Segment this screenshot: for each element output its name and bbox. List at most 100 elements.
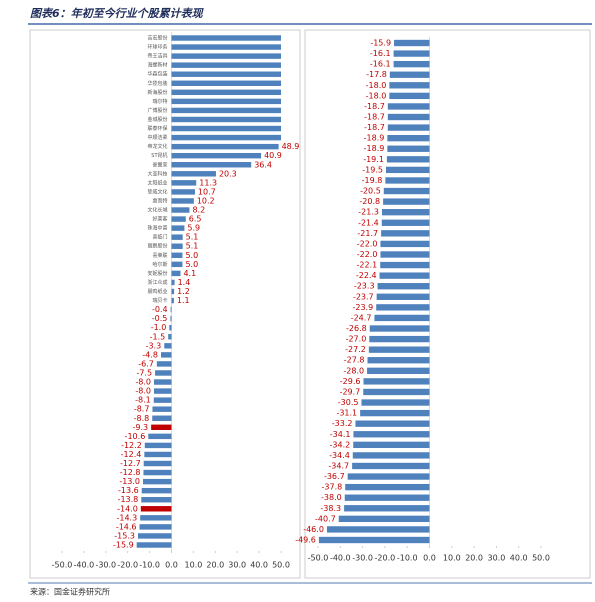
value-label: -16.1 [370,49,391,58]
bar [139,524,172,530]
category-label: 华揽包装 [147,80,167,87]
bar [171,134,281,141]
category-label: 珠海中富 [147,225,167,232]
category-label: 喜临门 [152,234,167,241]
bar [171,297,174,304]
bar [168,334,172,340]
category-label: 丽鹏股份 [147,243,167,250]
value-label: -34.1 [330,430,351,439]
bar [380,261,430,269]
bar [144,451,172,458]
value-label: -16.1 [370,60,391,69]
value-label: 4.1 [183,269,196,278]
bar [152,415,172,421]
value-label: -12.4 [121,450,142,459]
bar [347,473,430,480]
value-label: -30.5 [338,398,359,407]
value-label: -38.3 [320,504,341,513]
category-label: 广博股份 [147,107,167,114]
value-label: -49.6 [295,536,316,545]
x-tick-label: 50.0 [272,561,290,570]
bar [387,103,430,110]
bar [140,515,172,521]
bar [171,143,279,150]
value-label: -14.6 [116,522,137,531]
value-label: -18.7 [364,113,385,122]
value-label: -19.1 [363,155,384,164]
bar [156,361,172,367]
bar [164,343,172,349]
bar [151,424,172,431]
bar [385,177,430,184]
x-tick-label: 50.0 [532,554,550,563]
x-tick-label: -50.0 [52,561,73,570]
category-label: 金城股份 [147,116,167,123]
bar [160,352,172,358]
x-tick-label: -10.0 [139,561,160,570]
bar [143,469,172,476]
x-tick-label: 30.0 [228,561,246,570]
x-tick-label: -50.0 [308,554,329,563]
bar [153,379,172,385]
category-label: 环球印务 [147,44,167,51]
bar [394,39,430,47]
value-label: 1.2 [177,287,190,296]
category-label: 帝王洁具 [147,53,167,60]
value-label: -13.8 [118,495,139,504]
bar [361,399,430,406]
bar [144,442,172,449]
value-label: -8.1 [135,396,151,405]
value-label: -0.4 [152,305,168,314]
value-label: 10.2 [197,196,215,205]
value-label: -14.3 [116,513,137,522]
bar [380,240,430,248]
value-label: -6.7 [138,359,154,368]
x-tick-label: 10.0 [443,554,461,563]
value-label: -27.8 [344,356,365,365]
value-label: -26.8 [346,324,367,333]
category-label: 惠而特 [152,197,167,204]
value-label: -37.8 [322,483,343,492]
value-label: -20.8 [359,197,380,206]
category-label: 太阳纸业 [147,179,167,186]
bar [387,145,430,152]
value-label: -34.2 [330,440,351,449]
value-label: -18.7 [364,123,385,132]
bar [393,50,430,57]
value-label: 1.1 [177,296,190,305]
bar [137,533,172,539]
value-label: -0.5 [152,314,168,323]
bar [155,370,172,376]
bar [344,494,430,501]
category-label: 瑞贝卡 [152,297,167,304]
value-label: -8.0 [135,378,151,387]
value-label: -1.0 [151,323,167,332]
value-label: -1.5 [150,332,166,341]
bar [170,306,172,313]
value-label: -19.8 [362,176,383,185]
category-label: 文化长城 [147,207,167,214]
value-label: -22.4 [356,271,377,280]
value-label: -9.3 [133,423,149,432]
value-label: -15.9 [113,541,134,550]
bar [171,279,175,286]
bar [171,53,281,59]
bar [141,487,172,494]
value-label: -13.0 [119,477,140,486]
bar [171,152,262,159]
bar [171,35,281,41]
value-label: -23.3 [354,282,375,291]
bar [386,166,430,174]
category-label: 中顺洁柔 [147,134,167,141]
value-label: -18.9 [364,144,385,153]
category-label: ST昆机 [151,152,167,159]
x-tick-label: -40.0 [74,561,95,570]
bar [367,357,430,364]
panel-left [29,29,301,579]
bar [169,324,172,331]
value-label: -17.8 [366,70,387,79]
bar [387,134,430,142]
bar [352,452,430,459]
bar [345,483,430,491]
x-tick-label: 10.0 [184,561,202,570]
